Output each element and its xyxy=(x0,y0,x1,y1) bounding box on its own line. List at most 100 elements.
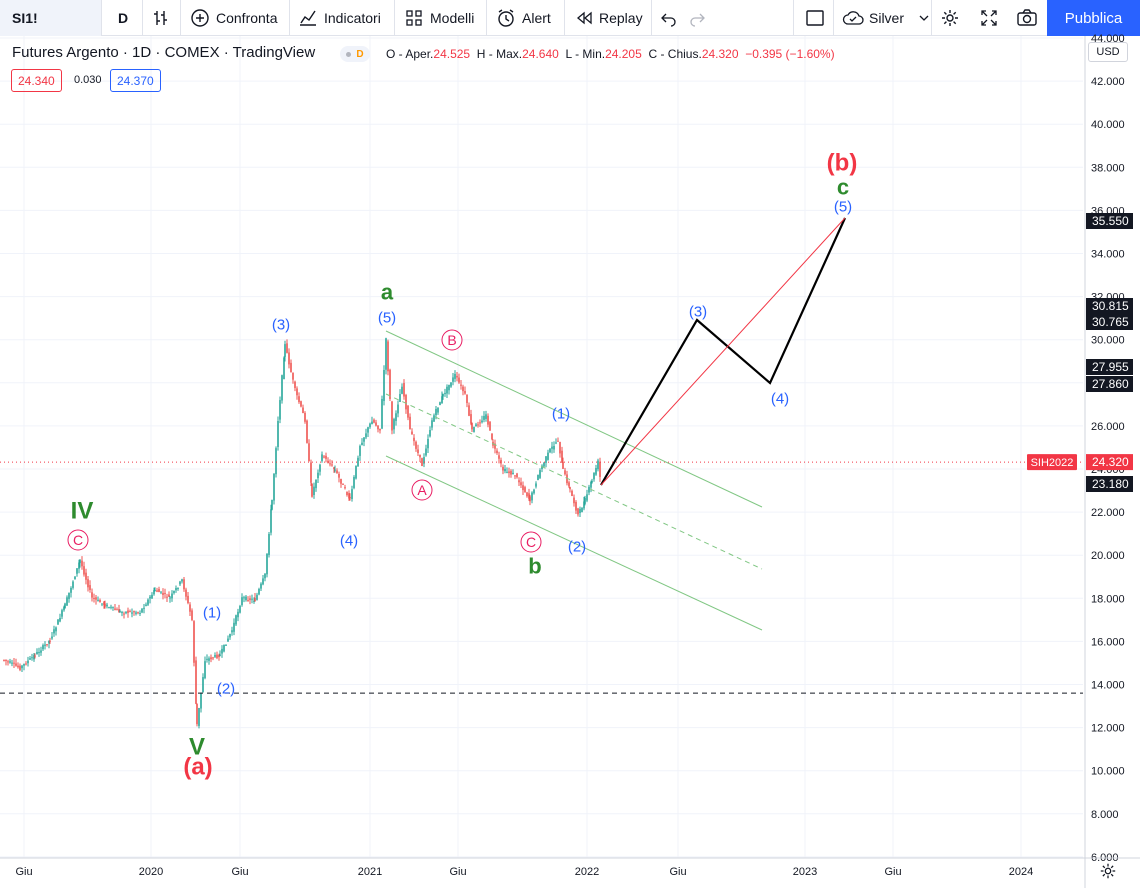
candle-body xyxy=(577,508,579,515)
candle-body xyxy=(103,602,105,606)
time-tick-label: Giu xyxy=(231,866,248,878)
candle-body xyxy=(131,612,133,614)
price-label-box xyxy=(1086,298,1133,314)
chart-style-button[interactable] xyxy=(152,0,170,36)
candle-body xyxy=(584,498,586,504)
wave-label: (b) xyxy=(827,149,858,176)
candle-body xyxy=(586,494,588,501)
candle-body xyxy=(91,592,93,598)
candle-body xyxy=(543,462,545,467)
candle-body xyxy=(399,394,401,402)
candle-body xyxy=(569,487,571,490)
candle-body xyxy=(162,592,164,595)
wave-label: (a) xyxy=(183,753,212,780)
last-price-box xyxy=(1086,454,1133,471)
undo-button[interactable] xyxy=(660,0,678,36)
redo-button[interactable] xyxy=(688,0,706,36)
candle-body xyxy=(411,431,413,435)
candle-body xyxy=(225,644,227,646)
candle-body xyxy=(367,427,369,433)
templates-button[interactable]: Modelli xyxy=(404,0,474,36)
candle-body xyxy=(454,373,456,379)
candle-body xyxy=(231,630,233,633)
time-tick-label: 2022 xyxy=(575,866,599,878)
settings-button[interactable] xyxy=(940,0,960,36)
layout-name-button[interactable]: Silver xyxy=(842,0,930,36)
candle-body xyxy=(473,426,475,432)
toolbar-divider xyxy=(931,0,932,36)
last-price-text: 24.320 xyxy=(1092,455,1129,469)
symbol-search-button[interactable]: SI1! xyxy=(0,0,101,36)
candle-body xyxy=(153,590,155,595)
market-status-badge[interactable]: D xyxy=(340,46,370,62)
chart-drawings xyxy=(0,217,1083,694)
wave-label: (3) xyxy=(272,316,290,333)
candle-body xyxy=(481,420,483,423)
candle-body xyxy=(421,458,423,467)
wave-label: (5) xyxy=(834,198,852,215)
publish-button[interactable]: Pubblica xyxy=(1047,0,1140,36)
candle-body xyxy=(502,466,504,471)
candle-body xyxy=(21,665,23,669)
price-tick-label: 8.000 xyxy=(1091,809,1119,821)
interval-button[interactable]: D xyxy=(118,10,129,26)
currency-select[interactable]: USD xyxy=(1088,42,1128,62)
candle-body xyxy=(510,470,512,475)
candle-body xyxy=(46,644,48,646)
candle-body xyxy=(561,450,563,463)
candle-body xyxy=(99,600,101,603)
candle-body xyxy=(529,496,531,502)
candle-body xyxy=(76,568,78,574)
candle-body xyxy=(48,640,50,644)
candle-body xyxy=(437,407,439,413)
toolbar-divider xyxy=(564,0,565,36)
candle-body xyxy=(407,405,409,418)
candle-body xyxy=(377,425,379,430)
candle-body xyxy=(555,442,557,444)
symbol-label: SI1! xyxy=(12,10,38,26)
candle-body xyxy=(173,590,175,594)
candle-body xyxy=(331,464,333,466)
candle-body xyxy=(72,581,74,588)
candle-body xyxy=(241,597,243,606)
candle-body xyxy=(284,344,286,357)
axis-settings-gear-icon[interactable] xyxy=(1099,862,1117,880)
fullscreen-button[interactable] xyxy=(979,0,999,36)
buy-price-button[interactable]: 24.370 xyxy=(110,69,161,92)
candle-body xyxy=(498,455,500,459)
candle-body xyxy=(198,708,200,726)
time-tick-label: Giu xyxy=(884,866,901,878)
candle-body xyxy=(204,661,206,679)
candle-body xyxy=(537,474,539,481)
wave-label: (3) xyxy=(689,303,707,320)
candle-body xyxy=(593,472,595,480)
candle-body xyxy=(168,594,170,597)
replay-button[interactable]: Replay xyxy=(575,0,643,36)
toolbar-divider xyxy=(651,0,652,36)
candle-body xyxy=(562,462,564,469)
indicators-button[interactable]: Indicatori xyxy=(298,0,381,36)
price-label-box xyxy=(1086,314,1133,330)
candle-body xyxy=(55,627,57,632)
sell-price-button[interactable]: 24.340 xyxy=(11,69,62,92)
compare-button[interactable]: Confronta xyxy=(190,0,277,36)
wave-label: (1) xyxy=(552,405,570,422)
alert-button[interactable]: Alert xyxy=(496,0,551,36)
candle-body xyxy=(508,471,510,474)
candle-body xyxy=(514,475,516,477)
layout-button[interactable] xyxy=(805,0,825,36)
snapshot-button[interactable] xyxy=(1016,0,1038,36)
candle-body xyxy=(581,507,583,513)
candle-body xyxy=(363,437,365,442)
candle-body xyxy=(487,415,489,425)
candle-body xyxy=(15,663,17,666)
chart-legend-title[interactable]: Futures Argento · 1D · COMEX · TradingVi… xyxy=(12,44,316,61)
candle-body xyxy=(417,449,419,454)
candle-body xyxy=(89,585,91,590)
candle-body xyxy=(429,429,431,437)
candle-body xyxy=(373,419,375,423)
candle-body xyxy=(547,452,549,460)
price-label-box xyxy=(1086,376,1133,392)
candle-body xyxy=(210,657,212,660)
